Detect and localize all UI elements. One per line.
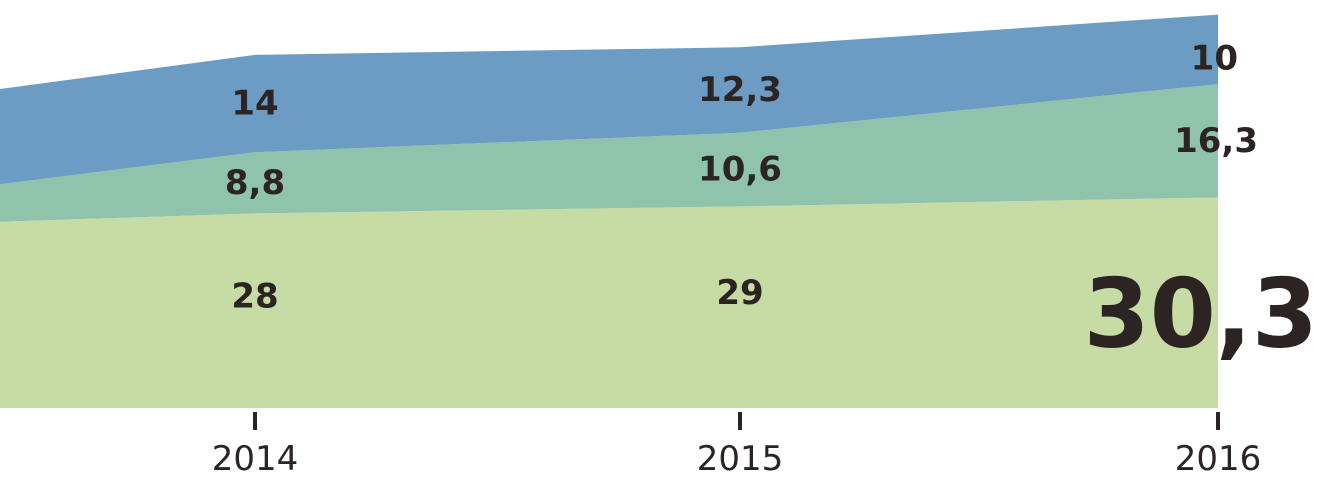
value-label-top-band-2015: 12,3 bbox=[698, 70, 782, 110]
value-label-bottom-band-2016: 30,3 bbox=[1084, 260, 1318, 370]
value-label-middle-band-2016: 16,3 bbox=[1174, 121, 1258, 161]
axis-tick-label-2015: 2015 bbox=[697, 439, 784, 478]
value-label-top-band-2016: 10 bbox=[1191, 38, 1238, 78]
axis-tick-label-2014: 2014 bbox=[212, 439, 299, 478]
axis-tick-label-2016: 2016 bbox=[1175, 439, 1262, 478]
value-label-middle-band-2015: 10,6 bbox=[698, 150, 782, 190]
area-middle-band bbox=[0, 84, 1218, 222]
area-bottom-band bbox=[0, 197, 1218, 408]
value-label-top-band-2014: 14 bbox=[231, 84, 278, 124]
value-label-middle-band-2014: 8,8 bbox=[225, 163, 285, 203]
value-label-bottom-band-2014: 28 bbox=[231, 277, 278, 317]
area-top-band bbox=[0, 14, 1218, 185]
value-label-bottom-band-2015: 29 bbox=[716, 273, 763, 313]
